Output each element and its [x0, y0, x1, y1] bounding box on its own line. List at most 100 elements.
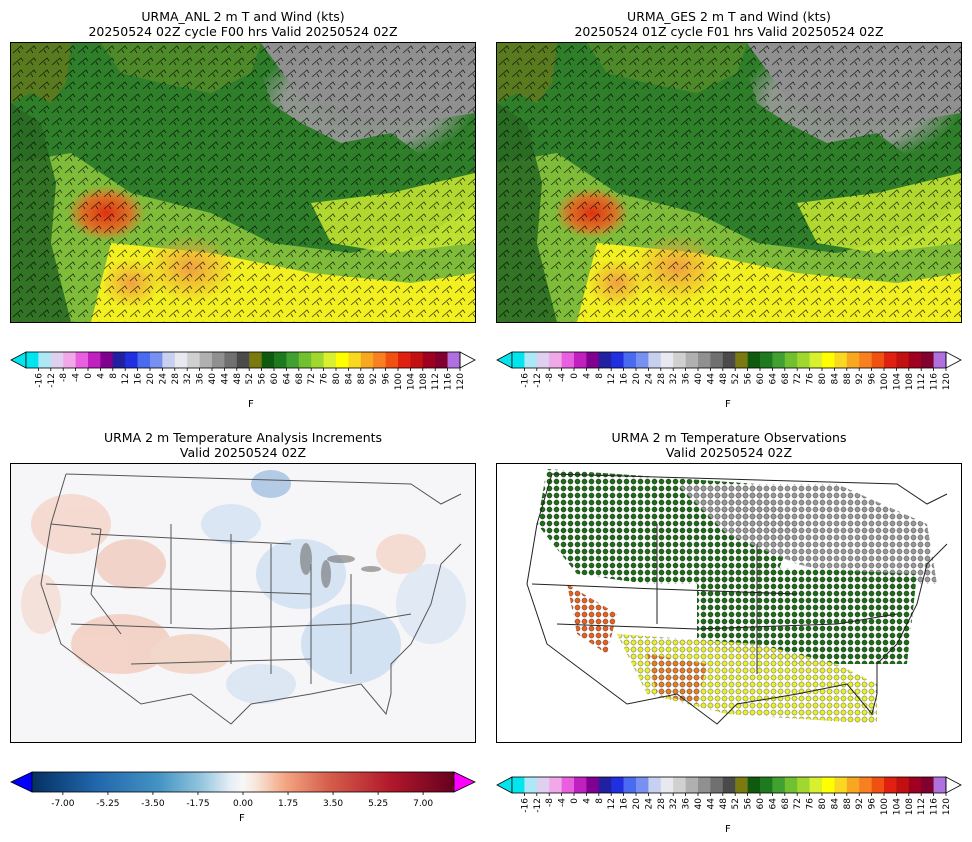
colorbar-tick-label: -5.25	[96, 799, 119, 809]
colorbar-swatch	[784, 352, 798, 368]
panel3-title: URMA 2 m Temperature Analysis Increments…	[10, 430, 476, 460]
colorbar-swatch	[896, 352, 910, 368]
colorbar-outline	[25, 351, 461, 369]
colorbar-swatch	[410, 352, 424, 368]
colorbar-swatch	[722, 777, 736, 793]
colorbar-swatch	[373, 352, 386, 368]
colorbar-swatch	[760, 352, 773, 368]
colorbar-tick-label: 108	[905, 373, 915, 390]
colorbar-tick-label: 52	[731, 798, 741, 809]
colorbar-tick-label: 36	[682, 373, 692, 385]
colorbar-tick-label: -16	[520, 798, 530, 813]
colorbar-swatch	[298, 352, 312, 368]
colorbar-tick-label: 44	[220, 373, 230, 385]
colorbar-swatch	[561, 352, 575, 368]
colorbar-swatch	[125, 352, 138, 368]
increment-colorbar-graphic: -7.00 -5.25 -3.50 -1.75 0.00 1.75 3.50 5.25 7.00	[10, 771, 476, 809]
colorbar-tick-label: 52	[731, 373, 741, 384]
colorbar-under-extension	[496, 351, 513, 369]
colorbar-under-extension	[496, 776, 513, 794]
colorbar-tick-label: -4	[558, 373, 568, 382]
colorbar-swatch	[611, 352, 624, 368]
colorbar-tick-label: 7.00	[413, 799, 433, 809]
colorbar-swatch	[524, 777, 538, 793]
colorbar-gradient	[31, 771, 455, 793]
colorbar-swatch	[574, 777, 587, 793]
anl-temperature-wind-map	[10, 42, 476, 323]
panel4-title-line2: Valid 20250524 02Z	[665, 445, 793, 460]
colorbar-swatch	[747, 777, 761, 793]
colorbar-swatch	[834, 777, 848, 793]
colorbar-tick-label: 104	[406, 373, 416, 390]
colorbar-tick-label: 108	[905, 798, 915, 815]
colorbar-swatch	[512, 777, 525, 793]
colorbar-swatch	[174, 352, 188, 368]
colorbar-swatch	[311, 352, 324, 368]
colorbar-tick-label: 0	[570, 373, 580, 379]
colorbar-tick-label: 96	[382, 373, 392, 385]
colorbar-tick-label: -3.50	[141, 799, 165, 809]
observations-temperature-colorbar: -16 -12 -8 -4 0 4 8 12 16 20 24 28 32 36 40 44 48 52 56 60 6…	[496, 770, 962, 840]
colorbar-tick-label: 92	[855, 798, 865, 809]
colorbar-tick-label: 120	[456, 373, 466, 390]
obs-colorbar-unit: F	[725, 824, 731, 835]
colorbar-tick-label: 96	[868, 798, 878, 810]
colorbar-tick-label: 20	[632, 373, 642, 385]
colorbar-swatch	[760, 777, 773, 793]
analysis-increment-map	[10, 463, 476, 743]
colorbar-tick-label: 4	[96, 373, 106, 379]
colorbar-tick-label: 24	[644, 373, 654, 385]
panel4-title-line1: URMA 2 m Temperature Observations	[611, 430, 847, 445]
colorbar-swatch	[212, 352, 225, 368]
colorbar-tick-label: 104	[892, 798, 902, 815]
colorbar-swatch	[772, 352, 786, 368]
colorbar-tick-label: 40	[694, 798, 704, 810]
colorbar-tick-label: 76	[806, 798, 816, 810]
colorbar-swatch	[586, 777, 600, 793]
colorbar-tick-label: -12	[47, 373, 57, 388]
colorbar-swatch	[859, 352, 872, 368]
anl-colorbar-unit: F	[248, 399, 254, 410]
colorbar-swatch	[859, 777, 872, 793]
colorbar-tick-label: 16	[620, 373, 630, 385]
colorbar-swatch	[50, 352, 64, 368]
colorbar-tick-label: 28	[657, 373, 667, 385]
colorbar-tick-label: 48	[719, 373, 729, 385]
colorbar-swatch	[908, 352, 922, 368]
colorbar-swatch	[933, 352, 947, 368]
colorbar-tick-label: 16	[134, 373, 144, 385]
colorbar-swatch	[360, 352, 374, 368]
panel2-title: URMA_GES 2 m T and Wind (kts) 20250524 0…	[496, 9, 962, 39]
colorbar-tick-label: 28	[657, 798, 667, 810]
colorbar-tick-label: 1.75	[278, 799, 298, 809]
colorbar-swatch	[623, 777, 637, 793]
colorbar-tick-label: 8	[595, 373, 605, 379]
colorbar-swatch	[162, 352, 176, 368]
colorbar-swatch	[673, 352, 686, 368]
increment-colorbar: -7.00 -5.25 -3.50 -1.75 0.00 1.75 3.50 5.25 7.00…	[10, 770, 476, 830]
colorbar-tick-label: 116	[930, 373, 940, 390]
colorbar-tick-label: 88	[357, 373, 367, 385]
colorbar-tick-label: 112	[431, 373, 441, 390]
panel2-title-line2: 20250524 01Z cycle F01 hrs Valid 2025052…	[574, 24, 884, 39]
ges-colorbar-unit: F	[725, 399, 731, 410]
obs-colorbar-graphic: -16 -12 -8 -4 0 4 8 12 16 20 24 28 32 36 40 44 48 52 56 60 6…	[496, 776, 962, 815]
colorbar-swatch	[797, 352, 810, 368]
colorbar-swatch	[784, 777, 798, 793]
colorbar-tick-label: 120	[942, 373, 952, 390]
colorbar-under-extension	[10, 771, 33, 793]
colorbar-tick-label: 64	[282, 373, 292, 385]
colorbar-tick-label: 0	[84, 373, 94, 379]
colorbar-tick-label: 32	[183, 373, 193, 384]
colorbar-tick-label: 12	[607, 798, 617, 809]
colorbar-swatch	[846, 777, 860, 793]
colorbar-tick-label: 84	[830, 798, 840, 810]
colorbar-over-extension	[945, 776, 962, 794]
colorbar-swatch	[636, 352, 649, 368]
colorbar-tick-label: 40	[694, 373, 704, 385]
colorbar-swatch	[524, 352, 538, 368]
colorbar-swatch	[685, 352, 699, 368]
colorbar-swatch	[435, 352, 448, 368]
colorbar-tick-label: -12	[533, 373, 543, 388]
colorbar-tick-label: 76	[320, 373, 330, 385]
